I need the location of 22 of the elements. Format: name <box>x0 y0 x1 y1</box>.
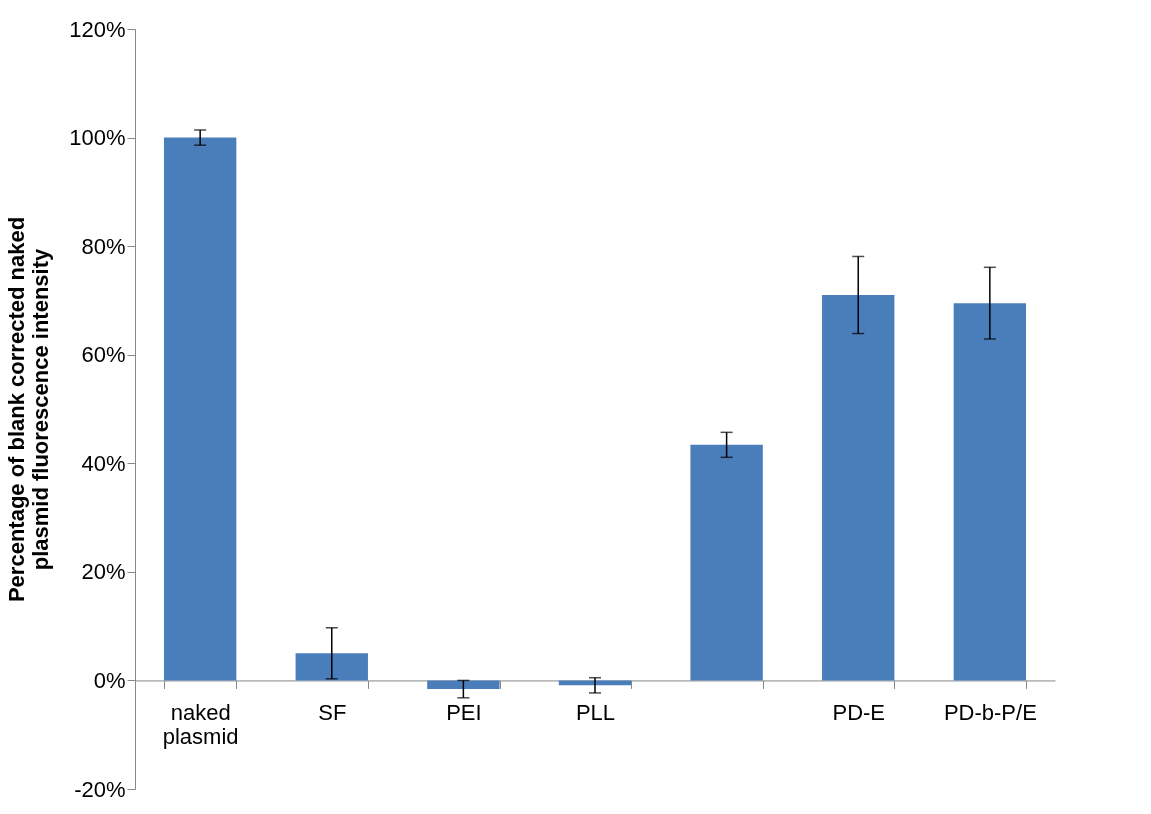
y-tick-label: -20% <box>74 776 126 802</box>
x-tick-label: PLL <box>575 699 616 725</box>
y-tick-label: 60% <box>81 342 126 368</box>
y-tick-label: 0% <box>93 667 126 693</box>
y-axis-title: Percentage of blank corrected naked plasmid fluorescence intensity <box>4 216 54 603</box>
y-tick-label: 100% <box>69 125 126 151</box>
y-tick-label: 40% <box>81 450 126 476</box>
bar <box>295 653 368 681</box>
bar <box>690 444 763 681</box>
y-tick-label: 20% <box>81 559 126 585</box>
y-tick-label: 80% <box>81 233 126 259</box>
bar <box>558 680 632 686</box>
bar <box>822 295 895 681</box>
bar <box>427 680 500 690</box>
x-tick-label: PD-E <box>832 699 886 725</box>
x-tick-label: PD-b-P/E <box>943 699 1037 725</box>
bar <box>163 137 237 681</box>
x-tick-label: SF <box>318 699 347 725</box>
x-tick-label: PEI <box>446 699 482 725</box>
y-tick-label: 120% <box>69 16 126 42</box>
x-tick-label: naked plasmid <box>162 699 239 749</box>
bar <box>953 303 1027 681</box>
